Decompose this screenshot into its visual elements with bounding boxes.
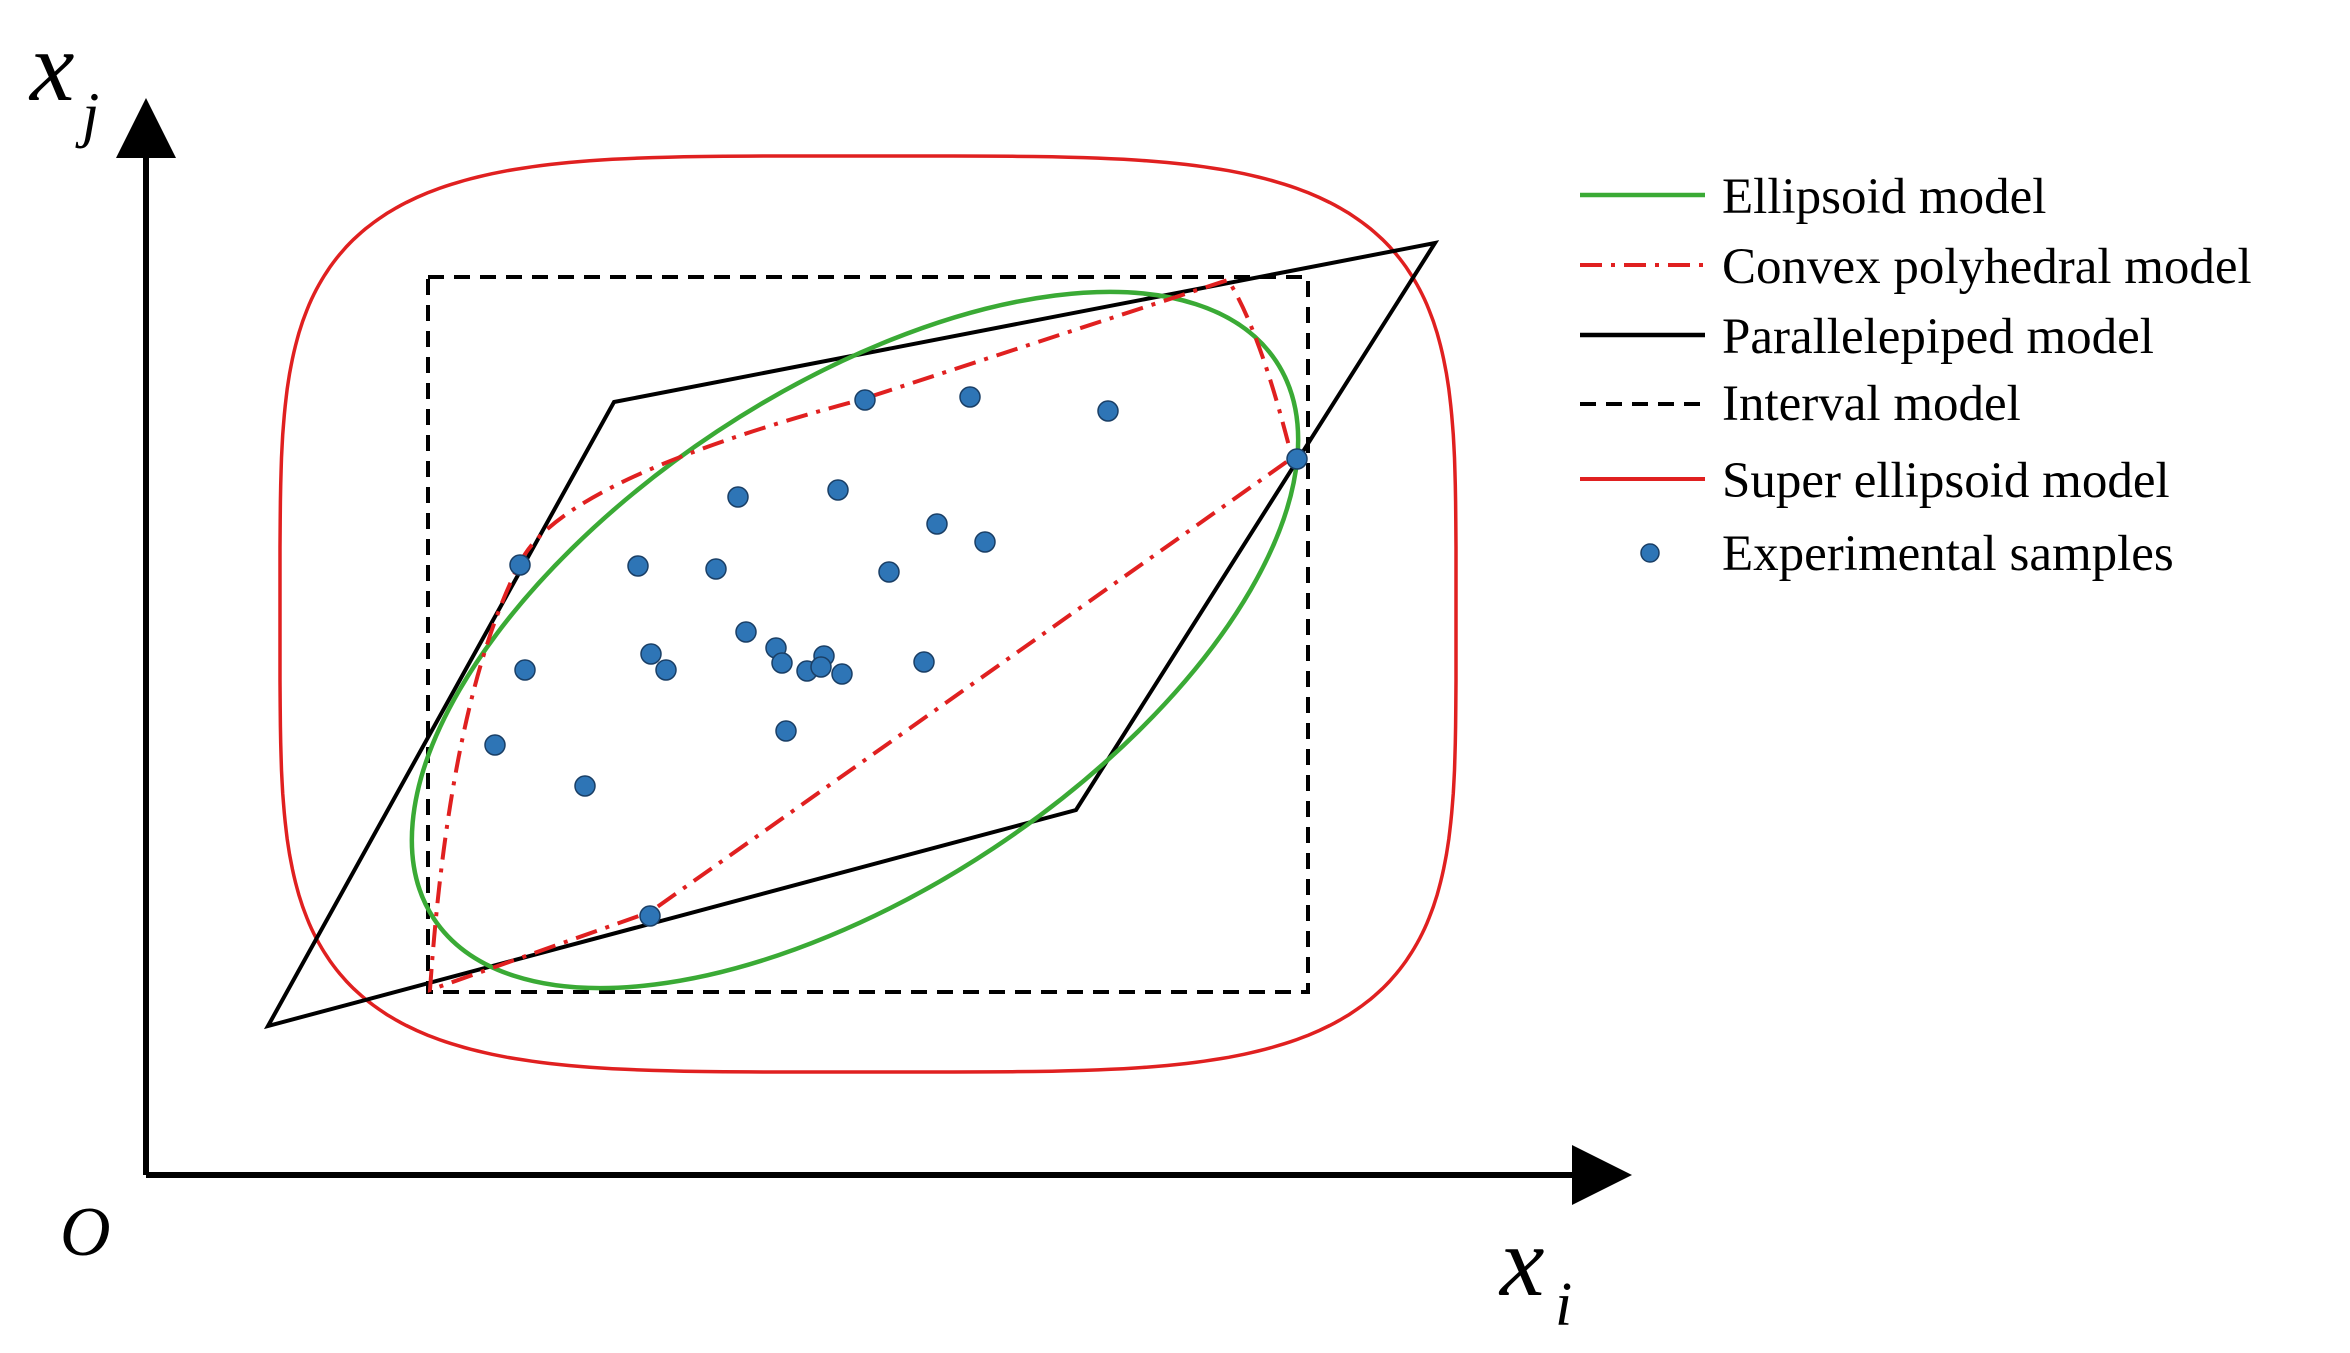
origin-label: O [60,1194,111,1271]
convex-polyhedral-polygon [430,280,1292,990]
sample-point [771,652,793,674]
x-axis-subscript: i [1555,1271,1572,1339]
legend-item-parallelepiped: Parallelepiped model [1580,309,2154,365]
sample-point [484,734,506,756]
sample-point [974,531,996,553]
legend-marker-samples [1640,543,1660,563]
sample-point [926,513,948,535]
legend-label-samples: Experimental samples [1722,526,2174,582]
parallelepiped-polygon [263,240,1440,1030]
y-axis-subscript: j [75,81,99,149]
legend-item-interval: Interval model [1580,376,2021,432]
sample-point [705,558,727,580]
sample-point [640,643,662,665]
sample-point [810,656,832,678]
super-ellipsoid-curve [278,154,1458,1074]
sample-point [831,663,853,685]
sample-point [727,486,749,508]
ellipsoid-curve [409,289,1301,991]
experimental-samples [484,386,1308,927]
legend: Ellipsoid model Convex polyhedral model … [1580,169,2252,582]
legend-item-samples: Experimental samples [1640,526,2174,582]
sample-point [854,389,876,411]
convex-polyhedral-outline [427,277,1295,993]
sample-point [514,659,536,681]
sample-point [878,561,900,583]
sample-point [913,651,935,673]
legend-item-super-ellipsoid: Super ellipsoid model [1580,453,2170,509]
sample-point [735,621,757,643]
sample-point [639,905,661,927]
legend-label-ellipsoid: Ellipsoid model [1722,169,2046,225]
sample-point [574,775,596,797]
sample-point [959,386,981,408]
y-axis-label: x [28,11,74,122]
sample-point [827,479,849,501]
sample-point [775,720,797,742]
x-axis-label: x [1498,1206,1544,1317]
sample-point [1097,400,1119,422]
legend-item-ellipsoid: Ellipsoid model [1580,169,2046,225]
legend-item-convex: Convex polyhedral model [1580,239,2252,295]
sample-point [627,555,649,577]
sample-point [655,659,677,681]
sample-point [1286,448,1308,470]
legend-label-convex: Convex polyhedral model [1722,239,2252,295]
legend-label-super-ellipsoid: Super ellipsoid model [1722,453,2170,509]
legend-label-interval: Interval model [1722,376,2021,432]
interval-box [426,275,1310,994]
sample-point [509,554,531,576]
legend-label-parallelepiped: Parallelepiped model [1722,309,2154,365]
